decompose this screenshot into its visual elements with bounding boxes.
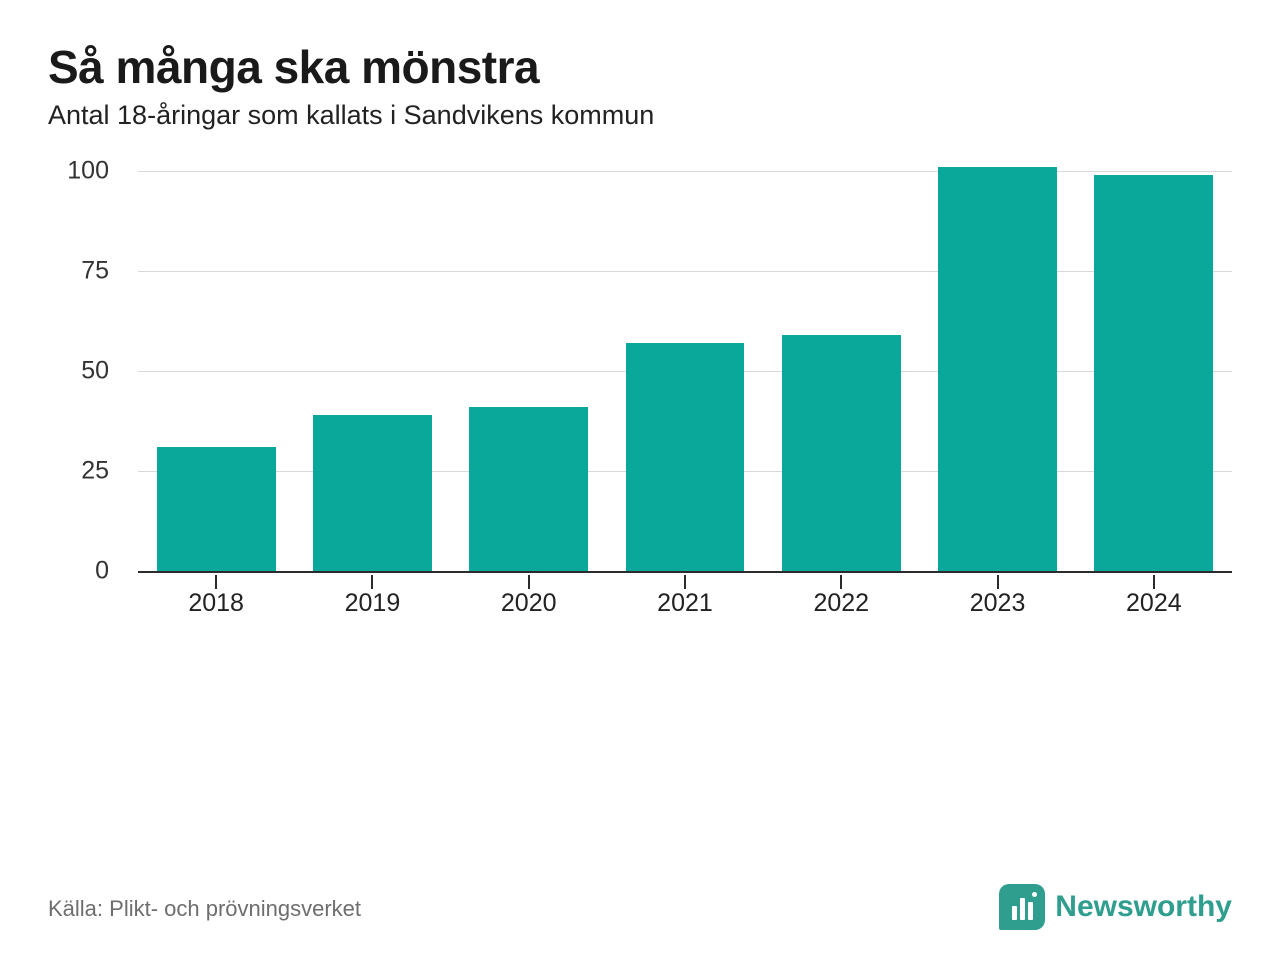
x-axis-labels: 2018 2019 2020 2021 2022 2023 2024 [138, 589, 1232, 618]
y-tick-0: 0 [95, 557, 109, 586]
axis-baseline [138, 571, 1232, 573]
newsworthy-logo-text: Newsworthy [1055, 890, 1232, 924]
newsworthy-logo: Newsworthy [999, 884, 1232, 930]
bar-col-2019 [294, 171, 450, 571]
x-label-2024: 2024 [1076, 589, 1232, 618]
source-text: Källa: Plikt- och prövningsverket [48, 896, 361, 922]
tick-2021 [684, 575, 686, 589]
tick-2020 [528, 575, 530, 589]
y-axis: 100 75 50 25 0 [48, 171, 123, 571]
tick-2022 [840, 575, 842, 589]
bar-2022[interactable] [782, 335, 901, 571]
bar-col-2020 [451, 171, 607, 571]
bar-col-2022 [763, 171, 919, 571]
y-tick-75: 75 [81, 257, 109, 286]
x-label-2021: 2021 [607, 589, 763, 618]
y-tick-50: 50 [81, 357, 109, 386]
tick-2024 [1153, 575, 1155, 589]
chart-area: 100 75 50 25 0 [48, 171, 1232, 641]
chart-subtitle: Antal 18-åringar som kallats i Sandviken… [48, 100, 1232, 131]
x-label-2019: 2019 [294, 589, 450, 618]
bar-2018[interactable] [157, 447, 276, 571]
tick-2018 [215, 575, 217, 589]
y-tick-100: 100 [67, 157, 109, 186]
x-label-2018: 2018 [138, 589, 294, 618]
bar-2020[interactable] [469, 407, 588, 571]
chart-title: Så många ska mönstra [48, 40, 1232, 94]
newsworthy-logo-icon [999, 884, 1045, 930]
x-label-2022: 2022 [763, 589, 919, 618]
tick-2019 [371, 575, 373, 589]
bar-2024[interactable] [1094, 175, 1213, 571]
bars-container [138, 171, 1232, 571]
tick-2023 [997, 575, 999, 589]
bar-col-2021 [607, 171, 763, 571]
y-tick-25: 25 [81, 457, 109, 486]
x-label-2020: 2020 [451, 589, 607, 618]
bar-col-2023 [919, 171, 1075, 571]
chart-page: Så många ska mönstra Antal 18-åringar so… [0, 0, 1280, 960]
bar-2023[interactable] [938, 167, 1057, 571]
bar-col-2018 [138, 171, 294, 571]
bar-col-2024 [1076, 171, 1232, 571]
bar-2021[interactable] [626, 343, 745, 571]
bar-2019[interactable] [313, 415, 432, 571]
x-label-2023: 2023 [919, 589, 1075, 618]
